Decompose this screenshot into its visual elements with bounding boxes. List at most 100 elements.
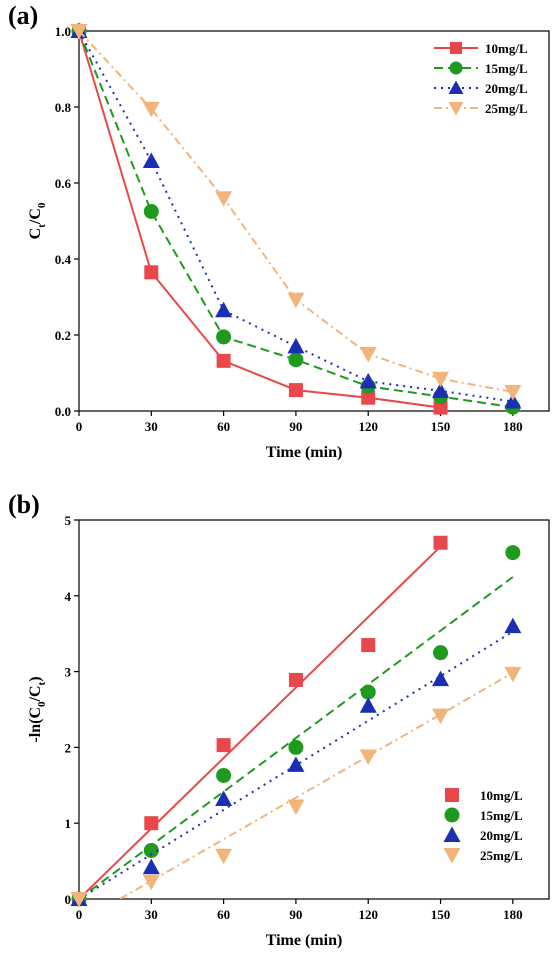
legend: 10mg/L 15mg/L 20mg/L 25mg/L: [434, 41, 528, 116]
legend-marker: [443, 826, 461, 842]
series-20mg/L: [70, 617, 522, 906]
series-line: [78, 30, 441, 409]
y-tick-label: 2: [65, 740, 72, 755]
x-tick-label: 60: [217, 419, 230, 434]
x-tick-label: 150: [431, 907, 451, 922]
series-10mg/L: [72, 535, 448, 906]
fit-line: [79, 630, 514, 899]
fit-line: [79, 545, 442, 899]
chart-panel-b: (b) 0 30 60 90 120 150 180 0 1 2 3 4 5 Time (min) -ln(C…: [8, 490, 550, 949]
y-tick-label: 1.0: [55, 24, 71, 39]
x-tick-label: 180: [503, 419, 523, 434]
x-tick-label: 0: [76, 419, 83, 434]
data-point: [432, 708, 450, 725]
data-point: [287, 756, 305, 772]
data-point: [360, 684, 376, 700]
x-tick-label: 150: [431, 419, 451, 434]
data-point: [143, 842, 159, 858]
data-point: [288, 352, 304, 368]
x-tick-label: 60: [217, 907, 230, 922]
data-point: [142, 152, 160, 168]
x-tick-label: 30: [145, 907, 158, 922]
data-point: [144, 816, 159, 831]
legend-label: 15mg/L: [485, 61, 528, 76]
y-tick-label: 0.8: [55, 100, 72, 115]
legend-marker: [450, 42, 462, 54]
data-point: [504, 666, 522, 683]
y-tick-label: 0.0: [55, 404, 71, 419]
data-point: [144, 265, 159, 280]
data-point: [433, 535, 448, 550]
legend: 10mg/L 15mg/L 20mg/L 25mg/L: [443, 788, 523, 864]
x-tick-label: 0: [76, 907, 83, 922]
x-axis-title: Time (min): [266, 932, 343, 949]
data-point: [433, 400, 448, 415]
data-point: [142, 101, 160, 118]
data-point: [216, 329, 232, 345]
legend-marker: [448, 102, 464, 116]
y-tick-label: 0.4: [55, 252, 72, 267]
data-point: [143, 204, 159, 219]
data-point: [288, 672, 303, 687]
data-point: [288, 739, 304, 755]
x-tick-label: 180: [503, 907, 523, 922]
legend-label: 10mg/L: [485, 41, 528, 56]
series-15mg/L: [71, 23, 521, 415]
legend-label: 20mg/L: [485, 81, 528, 96]
chart-panel-a: (a) 0 30 60 90 120 150 180 0.0 0.2 0.4 0.6 0.8 1.0 Tim…: [8, 1, 550, 461]
y-tick-label: 1: [65, 816, 72, 831]
data-point: [216, 767, 232, 783]
legend-item: 20mg/L: [443, 826, 523, 843]
x-tick-label: 120: [358, 907, 378, 922]
legend-item: 25mg/L: [434, 101, 528, 116]
data-point: [215, 301, 233, 318]
data-point: [359, 749, 377, 765]
legend-label: 25mg/L: [480, 848, 523, 863]
legend-marker: [445, 788, 459, 802]
data-point: [70, 892, 88, 908]
legend-marker: [449, 61, 463, 75]
series-25mg/L: [70, 24, 522, 401]
data-point: [359, 347, 377, 363]
y-tick-label: 4: [65, 589, 72, 604]
legend-marker: [443, 848, 461, 864]
data-point: [215, 191, 233, 207]
legend-marker: [448, 80, 464, 94]
legend-item: 10mg/L: [445, 788, 523, 803]
x-tick-label: 90: [289, 907, 302, 922]
x-tick-label: 90: [289, 419, 302, 434]
data-point: [433, 645, 449, 661]
data-point: [432, 382, 450, 398]
data-point: [216, 353, 231, 368]
data-point: [287, 292, 305, 309]
x-tick-label: 30: [145, 419, 158, 434]
x-axis-title: Time (min): [266, 444, 343, 461]
legend-item: 15mg/L: [444, 807, 523, 823]
y-tick-label: 0: [65, 892, 72, 907]
data-point: [432, 670, 450, 687]
y-tick-label: 0.6: [55, 176, 72, 191]
legend-label: 10mg/L: [480, 788, 523, 803]
y-axis-title: Ct/C0: [27, 202, 48, 239]
series-25mg/L: [70, 666, 522, 908]
legend-label: 25mg/L: [485, 101, 528, 116]
data-point: [287, 799, 305, 816]
legend-item: 25mg/L: [443, 848, 523, 864]
legend-item: 10mg/L: [434, 41, 528, 56]
data-point: [287, 337, 305, 354]
data-point: [359, 697, 377, 713]
data-point: [504, 393, 522, 409]
data-point: [505, 545, 521, 561]
data-point: [359, 372, 377, 389]
y-tick-label: 5: [65, 513, 72, 528]
y-axis-title: -ln(C0/Ct): [27, 676, 48, 742]
legend-marker: [444, 807, 460, 823]
legend-label: 20mg/L: [480, 828, 523, 843]
data-point: [142, 874, 160, 891]
data-point: [361, 390, 376, 405]
data-point: [504, 617, 522, 634]
data-point: [432, 371, 450, 388]
data-point: [361, 638, 376, 653]
data-point: [70, 24, 88, 40]
